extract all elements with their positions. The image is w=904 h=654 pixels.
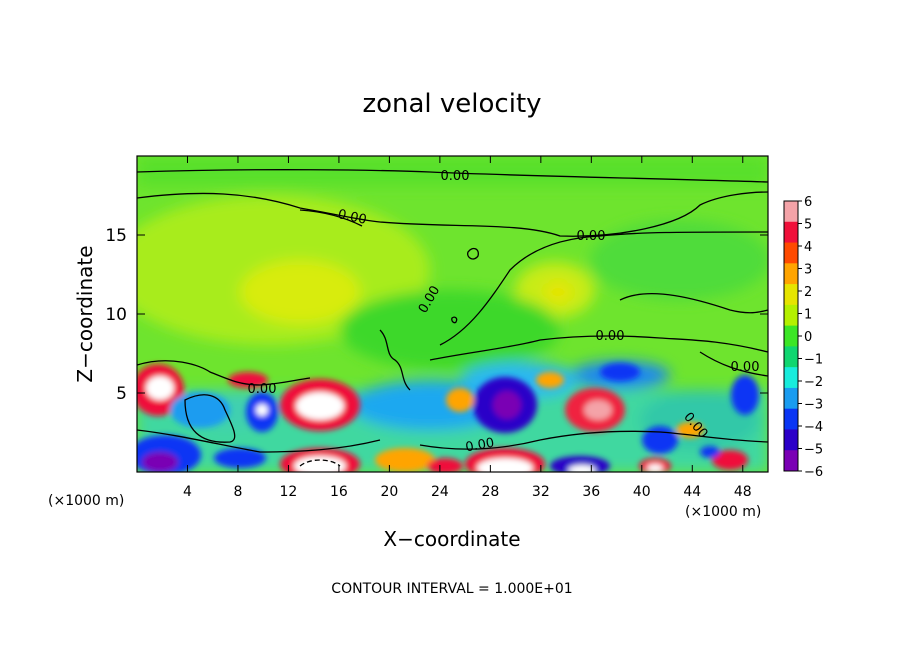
colorbar-swatch — [784, 346, 798, 368]
y-tick-label: 15 — [105, 226, 127, 246]
x-tick-label: 24 — [431, 484, 449, 500]
contour-dashed — [299, 459, 341, 467]
y-axis-label: Z−coordinate — [73, 245, 97, 382]
contour-top — [137, 169, 768, 183]
y-tick-label: 5 — [116, 384, 127, 404]
x-units-label-left: (×1000 m) — [48, 493, 124, 509]
colorbar-tick-label: −1 — [804, 353, 823, 368]
colorbar-tick-label: −4 — [804, 420, 823, 435]
colorbar-swatch — [784, 242, 798, 264]
x-tick-label: 32 — [532, 484, 550, 500]
colorbar-swatch — [784, 201, 798, 223]
x-units-label-right: (×1000 m) — [685, 504, 761, 520]
x-tick-label: 12 — [280, 484, 298, 500]
contour-mid-left — [299, 209, 363, 227]
x-tick-label: 48 — [734, 484, 752, 500]
colorbar-tick-label: 1 — [804, 308, 812, 323]
colorbar-tick-label: −2 — [804, 375, 823, 390]
contour-mid — [429, 335, 768, 361]
colorbar-swatch — [784, 284, 798, 306]
colorbar-swatch — [784, 367, 798, 389]
contour-label: 0.00 — [577, 229, 606, 244]
contour-label: 0.00 — [464, 436, 495, 456]
contour-left-ring — [137, 360, 311, 386]
x-tick-label: 4 — [183, 484, 192, 500]
x-tick-label: 20 — [380, 484, 398, 500]
contour-center-bottom — [419, 430, 768, 450]
contour-wiggle — [379, 329, 411, 391]
contour-label: 0.00 — [336, 207, 367, 228]
field-large-scale — [137, 156, 768, 472]
colorbar-swatch — [784, 325, 798, 347]
contour-label-text: 0.00 — [248, 382, 277, 397]
contour-upper — [137, 191, 768, 237]
contour-label-text: 0.00 — [577, 229, 606, 244]
contour-small-1 — [467, 247, 479, 260]
colorbar-swatch — [784, 304, 798, 327]
x-tick-label: 36 — [582, 484, 600, 500]
contour-label-text: 0.00 — [441, 169, 470, 184]
colorbar-swatch — [784, 387, 798, 410]
x-tick-label: 40 — [633, 484, 651, 500]
colorbar-tick-label: −6 — [804, 465, 823, 480]
contour-label: 0.00 — [731, 360, 760, 375]
colorbar-tick-label: 0 — [804, 330, 812, 345]
chart-title: zonal velocity — [362, 89, 541, 119]
contour-label-text: 0.00 — [336, 207, 367, 228]
contour-mid-right — [699, 351, 768, 377]
contour-bottom-left — [137, 429, 381, 453]
contour-right-bump — [619, 293, 768, 314]
contour-label-text: 0.00 — [596, 329, 625, 344]
y-axis-ticks: 5 10 15 — [105, 226, 768, 404]
colorbar-swatch — [784, 221, 798, 244]
contour-label: 0.00 — [596, 329, 625, 344]
colorbar-swatch — [784, 263, 798, 285]
x-tick-label: 44 — [683, 484, 701, 500]
colorbar-swatch — [784, 429, 798, 451]
contour-label-text: 0.00 — [464, 436, 495, 456]
contour-label-text: 0.00 — [731, 360, 760, 375]
x-tick-label: 8 — [233, 484, 242, 500]
colorbar-tick-label: 4 — [804, 240, 812, 255]
colorbar-swatch — [784, 450, 798, 472]
colorbar-tick-label: −3 — [804, 398, 823, 413]
contour-small-2 — [451, 316, 458, 324]
contour-label: 0.00 — [441, 169, 470, 184]
y-tick-label: 10 — [105, 305, 127, 325]
field-eddies — [137, 363, 759, 472]
colorbar-tick-label: 2 — [804, 285, 812, 300]
colorbar-tick-label: 6 — [804, 195, 812, 210]
colorbar-tick-label: −5 — [804, 443, 823, 458]
contour-label: 0.00 — [248, 382, 277, 397]
colorbar-tick-label: 5 — [804, 218, 812, 233]
contour-interval-footer: CONTOUR INTERVAL = 1.000E+01 — [331, 581, 572, 597]
contour-dome — [439, 231, 768, 346]
colorbar: 6 5 4 3 2 1 0 −1 −2 −3 −4 −5 −6 — [783, 195, 823, 480]
contour-lines — [137, 169, 768, 467]
plot-area: 0.000.000.000.000.000.000.000.000.00 — [137, 156, 768, 472]
colorbar-tick-label: 3 — [804, 263, 812, 278]
x-axis-ticks: 4 8 12 16 20 24 28 32 36 40 44 48 — [183, 156, 752, 500]
x-tick-label: 28 — [481, 484, 499, 500]
contour-left-loop — [184, 394, 236, 443]
colorbar-swatch — [784, 408, 798, 430]
x-tick-label: 16 — [330, 484, 348, 500]
x-axis-label: X−coordinate — [383, 527, 520, 551]
